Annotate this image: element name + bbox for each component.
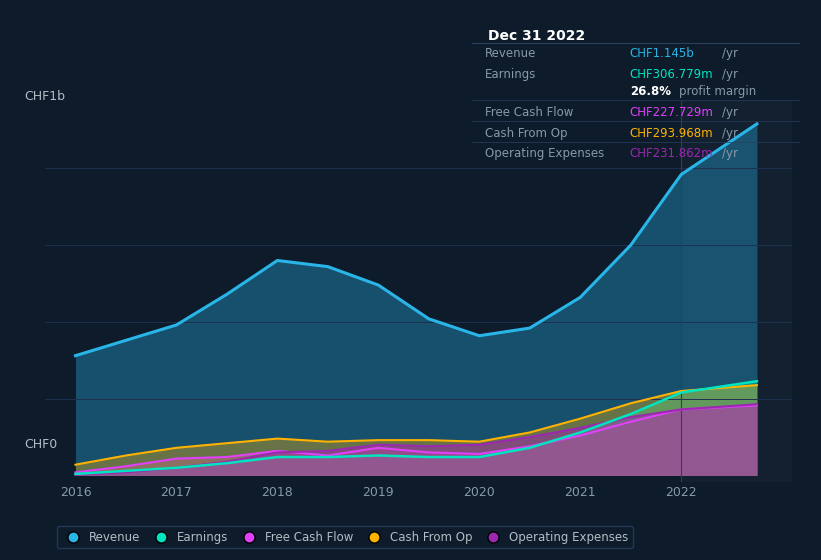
Text: CHF231.862m: CHF231.862m <box>630 147 713 161</box>
Text: Earnings: Earnings <box>485 68 537 81</box>
Text: /yr: /yr <box>722 127 737 139</box>
Text: Cash From Op: Cash From Op <box>485 127 567 139</box>
Text: Free Cash Flow: Free Cash Flow <box>485 106 574 119</box>
Text: CHF227.729m: CHF227.729m <box>630 106 713 119</box>
Legend: Revenue, Earnings, Free Cash Flow, Cash From Op, Operating Expenses: Revenue, Earnings, Free Cash Flow, Cash … <box>57 526 633 548</box>
Text: Revenue: Revenue <box>485 46 537 60</box>
Text: CHF293.968m: CHF293.968m <box>630 127 713 139</box>
Bar <box>681 101 792 482</box>
Text: /yr: /yr <box>722 46 737 60</box>
Text: Dec 31 2022: Dec 31 2022 <box>488 29 585 43</box>
Text: Operating Expenses: Operating Expenses <box>485 147 604 161</box>
Text: /yr: /yr <box>722 68 737 81</box>
Text: /yr: /yr <box>722 106 737 119</box>
Text: CHF306.779m: CHF306.779m <box>630 68 713 81</box>
Text: /yr: /yr <box>722 147 737 161</box>
Text: profit margin: profit margin <box>679 85 756 98</box>
Text: CHF1b: CHF1b <box>25 90 66 102</box>
Text: CHF1.145b: CHF1.145b <box>630 46 695 60</box>
Text: CHF0: CHF0 <box>25 438 57 451</box>
Text: 26.8%: 26.8% <box>630 85 671 98</box>
